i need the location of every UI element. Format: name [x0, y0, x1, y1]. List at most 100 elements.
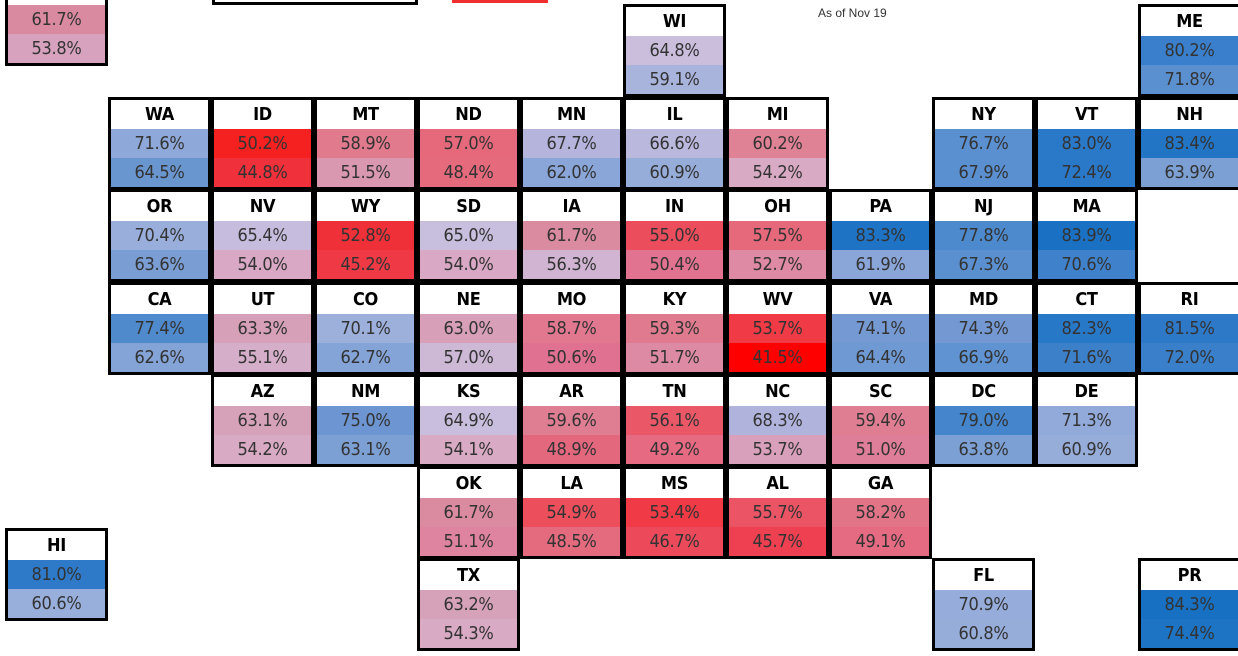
state-tile: WV 53.7% 41.5%	[726, 282, 829, 375]
state-tile: OH 57.5% 52.7%	[726, 189, 829, 282]
state-tile: DC 79.0% 63.8%	[932, 374, 1035, 467]
value-cell: 57.0%	[420, 343, 517, 372]
state-name: KY	[626, 285, 723, 314]
state-name: FL	[935, 561, 1032, 590]
state-name: MS	[626, 469, 723, 498]
value-cell: 53.7%	[729, 435, 826, 464]
value-cell: 63.1%	[317, 435, 414, 464]
state-tile: GA 58.2% 49.1%	[829, 466, 932, 559]
value-cell: 77.4%	[111, 314, 208, 343]
state-name: IN	[626, 192, 723, 221]
state-tile: ND 57.0% 48.4%	[417, 97, 520, 190]
value-cell: 67.9%	[935, 158, 1032, 187]
value-cell: 55.0%	[626, 221, 723, 250]
state-tile: MN 67.7% 62.0%	[520, 97, 623, 190]
state-tile: IA 61.7% 56.3%	[520, 189, 623, 282]
state-name: ID	[214, 100, 311, 129]
state-tile: KS 64.9% 54.1%	[417, 374, 520, 467]
value-cell: 67.7%	[523, 129, 620, 158]
value-cell: 54.0%	[214, 250, 311, 279]
value-cell: 49.1%	[832, 527, 929, 556]
value-cell: 55.1%	[214, 343, 311, 372]
state-tile: RI 81.5% 72.0%	[1138, 282, 1238, 375]
value-cell: 59.1%	[626, 65, 723, 94]
value-cell: 55.7%	[729, 498, 826, 527]
state-name: MN	[523, 100, 620, 129]
state-name: MO	[523, 285, 620, 314]
state-name: ND	[420, 100, 517, 129]
value-cell: 56.3%	[523, 250, 620, 279]
state-name: NJ	[935, 192, 1032, 221]
value-cell: 64.9%	[420, 406, 517, 435]
value-cell: 70.4%	[111, 221, 208, 250]
value-cell: 54.0%	[420, 250, 517, 279]
state-name: OH	[729, 192, 826, 221]
legend-swatch	[452, 0, 548, 3]
value-cell: 82.3%	[1038, 314, 1135, 343]
value-cell: 48.5%	[523, 527, 620, 556]
value-cell: 65.4%	[214, 221, 311, 250]
state-tile: MO 58.7% 50.6%	[520, 282, 623, 375]
value-cell: 66.6%	[626, 129, 723, 158]
state-name: IA	[523, 192, 620, 221]
value-cell: 68.3%	[729, 406, 826, 435]
state-name: CT	[1038, 285, 1135, 314]
state-tile: CA 77.4% 62.6%	[108, 282, 211, 375]
value-cell: 81.0%	[8, 560, 105, 589]
value-cell: 45.7%	[729, 527, 826, 556]
state-tile: MD 74.3% 66.9%	[932, 282, 1035, 375]
state-tile: HI 81.0% 60.6%	[5, 528, 108, 621]
value-cell: 60.9%	[626, 158, 723, 187]
value-cell: 63.6%	[111, 250, 208, 279]
value-cell: 79.0%	[935, 406, 1032, 435]
value-cell: 71.6%	[111, 129, 208, 158]
value-cell: 63.9%	[1141, 158, 1238, 187]
state-name: UT	[214, 285, 311, 314]
state-tile: MA 83.9% 70.6%	[1035, 189, 1138, 282]
state-tile: MI 60.2% 54.2%	[726, 97, 829, 190]
value-cell: 63.8%	[935, 435, 1032, 464]
state-tile: OR 70.4% 63.6%	[108, 189, 211, 282]
state-tile: CO 70.1% 62.7%	[314, 282, 417, 375]
value-cell: 83.9%	[1038, 221, 1135, 250]
value-cell: 54.2%	[729, 158, 826, 187]
state-name: NC	[729, 377, 826, 406]
value-cell: 63.2%	[420, 590, 517, 619]
value-cell: 74.3%	[935, 314, 1032, 343]
value-cell: 60.9%	[1038, 435, 1135, 464]
value-cell: 72.0%	[1141, 343, 1238, 372]
value-cell: 60.6%	[8, 589, 105, 618]
value-cell: 54.2%	[214, 435, 311, 464]
value-cell: 50.6%	[523, 343, 620, 372]
state-tile: MT 58.9% 51.5%	[314, 97, 417, 190]
state-tile: SD 65.0% 54.0%	[417, 189, 520, 282]
value-cell: 77.8%	[935, 221, 1032, 250]
value-cell: 83.3%	[832, 221, 929, 250]
state-tile: NJ 77.8% 67.3%	[932, 189, 1035, 282]
state-tile: NM 75.0% 63.1%	[314, 374, 417, 467]
state-tile: UT 63.3% 55.1%	[211, 282, 314, 375]
state-name: WA	[111, 100, 208, 129]
value-cell: 58.2%	[832, 498, 929, 527]
value-cell: 59.3%	[626, 314, 723, 343]
value-cell: 61.7%	[420, 498, 517, 527]
state-tile: IL 66.6% 60.9%	[623, 97, 726, 190]
state-name: NY	[935, 100, 1032, 129]
value-cell: 51.0%	[832, 435, 929, 464]
state-tile: OK 61.7% 51.1%	[417, 466, 520, 559]
value-cell: 53.7%	[729, 314, 826, 343]
value-cell: 84.3%	[1141, 590, 1238, 619]
state-name: GA	[832, 469, 929, 498]
state-tile: CT 82.3% 71.6%	[1035, 282, 1138, 375]
state-tile: FL 70.9% 60.8%	[932, 558, 1035, 651]
state-name: WY	[317, 192, 414, 221]
value-cell: 71.3%	[1038, 406, 1135, 435]
state-name: AR	[523, 377, 620, 406]
state-tile: KY 59.3% 51.7%	[623, 282, 726, 375]
value-cell: 61.9%	[832, 250, 929, 279]
state-name: VA	[832, 285, 929, 314]
value-cell: 51.5%	[317, 158, 414, 187]
value-cell: 53.8%	[8, 34, 105, 63]
state-tile: SC 59.4% 51.0%	[829, 374, 932, 467]
state-tile: DE 71.3% 60.9%	[1035, 374, 1138, 467]
